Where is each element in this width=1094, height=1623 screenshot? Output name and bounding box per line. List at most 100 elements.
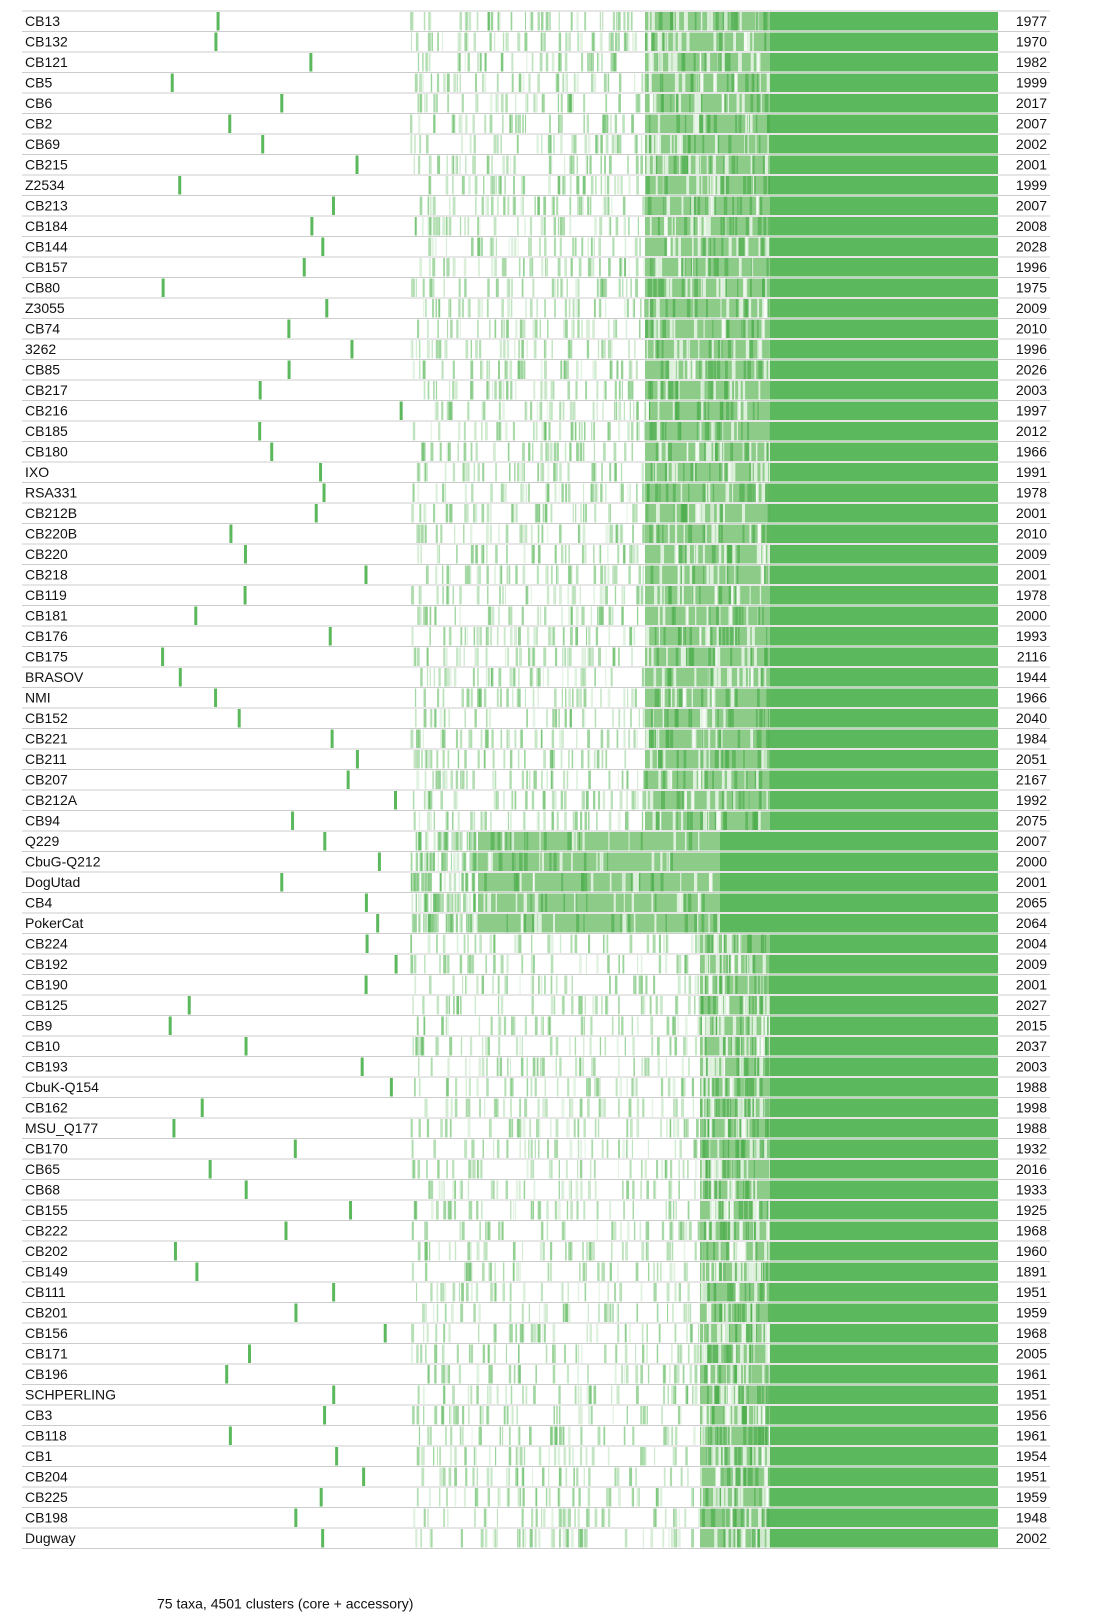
cluster-stripe xyxy=(537,73,540,92)
cluster-stripe xyxy=(669,1119,672,1138)
cluster-stripe xyxy=(451,914,455,933)
cluster-stripe xyxy=(411,627,414,646)
cluster-stripe xyxy=(457,32,460,51)
cluster-stripe xyxy=(452,155,455,174)
cluster-stripe xyxy=(659,996,663,1015)
cluster-stripe xyxy=(485,668,488,687)
cluster-stripe xyxy=(452,975,455,994)
cluster-stripe xyxy=(532,873,535,892)
cluster-stripe xyxy=(476,586,480,605)
cluster-stripe xyxy=(481,1057,485,1076)
cluster-stripe xyxy=(659,811,662,830)
cluster-stripe xyxy=(764,442,767,461)
cluster-stripe xyxy=(704,1119,706,1138)
cluster-stripe xyxy=(564,709,567,728)
cluster-stripe xyxy=(426,1324,429,1343)
cluster-stripe xyxy=(519,1426,521,1445)
cluster-stripe xyxy=(636,1098,640,1117)
cluster-stripe xyxy=(459,217,462,236)
cluster-stripe xyxy=(672,1078,676,1097)
cluster-stripe xyxy=(608,155,612,174)
cluster-stripe xyxy=(447,586,450,605)
cluster-stripe xyxy=(478,1426,480,1445)
cluster-stripe xyxy=(757,319,759,338)
cluster-stripe xyxy=(632,504,635,523)
cluster-stripe xyxy=(768,360,771,379)
cluster-stripe xyxy=(484,811,487,830)
cluster-stripe xyxy=(745,299,749,318)
cluster-stripe xyxy=(632,1180,635,1199)
cluster-stripe xyxy=(549,627,552,646)
core-block xyxy=(770,1365,998,1384)
cluster-stripe xyxy=(496,1385,499,1404)
cluster-stripe xyxy=(634,688,637,707)
taxon-label: CB215 xyxy=(25,156,68,172)
cluster-stripe xyxy=(661,1098,664,1117)
cluster-stripe xyxy=(423,873,426,892)
cluster-stripe xyxy=(580,360,583,379)
cluster-stripe xyxy=(767,1221,770,1240)
cluster-stripe xyxy=(664,237,668,256)
cluster-stripe xyxy=(578,422,580,441)
cluster-stripe xyxy=(436,996,440,1015)
cluster-stripe xyxy=(543,750,546,769)
cluster-stripe xyxy=(673,1262,676,1281)
cluster-stripe xyxy=(558,483,560,502)
cluster-stripe xyxy=(656,1303,659,1322)
cluster-stripe xyxy=(658,955,662,974)
cluster-stripe xyxy=(454,1180,457,1199)
cluster-stripe xyxy=(441,32,444,51)
cluster-stripe xyxy=(502,155,505,174)
cluster-stripe xyxy=(515,504,518,523)
cluster-stripe xyxy=(653,1447,656,1466)
cluster-stripe xyxy=(711,340,714,359)
cluster-stripe xyxy=(469,565,472,584)
cluster-stripe xyxy=(489,934,493,953)
cluster-stripe xyxy=(626,1139,628,1158)
cluster-stripe xyxy=(645,32,647,51)
cluster-stripe xyxy=(465,1098,467,1117)
cluster-stripe xyxy=(677,975,681,994)
cluster-stripe xyxy=(495,1324,497,1343)
cluster-stripe xyxy=(572,237,575,256)
cluster-stripe xyxy=(498,422,502,441)
cluster-stripe xyxy=(540,360,543,379)
cluster-stripe xyxy=(482,463,485,482)
cluster-stripe xyxy=(721,1221,725,1240)
cluster-stripe xyxy=(503,340,506,359)
cluster-stripe xyxy=(419,852,422,871)
cluster-stripe xyxy=(562,1303,565,1322)
cluster-stripe xyxy=(599,217,603,236)
taxon-label: CB157 xyxy=(25,259,68,275)
cluster-stripe xyxy=(580,606,583,625)
cluster-stripe xyxy=(551,770,554,789)
cluster-stripe xyxy=(620,1221,622,1240)
unique-marker xyxy=(187,996,191,1015)
cluster-stripe xyxy=(707,1078,710,1097)
cluster-stripe xyxy=(678,258,681,277)
cluster-stripe xyxy=(493,1324,497,1343)
taxon-label: CB156 xyxy=(25,1325,68,1341)
cluster-stripe xyxy=(736,94,740,113)
cluster-stripe xyxy=(739,1057,742,1076)
cluster-stripe xyxy=(682,504,685,523)
cluster-stripe xyxy=(547,668,550,687)
cluster-stripe xyxy=(423,299,425,318)
cluster-stripe xyxy=(411,893,414,912)
cluster-stripe xyxy=(420,545,422,564)
cluster-stripe xyxy=(421,1303,425,1322)
cluster-stripe xyxy=(545,1098,548,1117)
cluster-stripe xyxy=(745,73,749,92)
cluster-stripe xyxy=(614,524,618,543)
cluster-stripe xyxy=(661,340,664,359)
cluster-stripe xyxy=(698,401,701,420)
cluster-stripe xyxy=(763,319,765,338)
cluster-stripe xyxy=(558,1180,560,1199)
core-block xyxy=(770,217,998,236)
cluster-stripe xyxy=(449,504,452,523)
cluster-stripe xyxy=(648,729,653,748)
cluster-stripe xyxy=(651,852,655,871)
cluster-stripe xyxy=(674,94,676,113)
cluster-stripe xyxy=(710,1078,714,1097)
cluster-stripe xyxy=(648,135,652,154)
